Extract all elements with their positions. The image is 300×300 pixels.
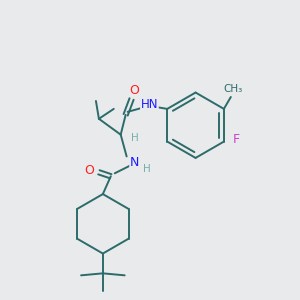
Text: O: O [130, 84, 140, 97]
Text: HN: HN [141, 98, 158, 111]
Text: H: H [142, 164, 150, 174]
Text: CH₃: CH₃ [223, 84, 242, 94]
Text: F: F [233, 133, 240, 146]
Text: N: N [130, 156, 139, 169]
Text: O: O [84, 164, 94, 177]
Text: H: H [131, 133, 138, 142]
